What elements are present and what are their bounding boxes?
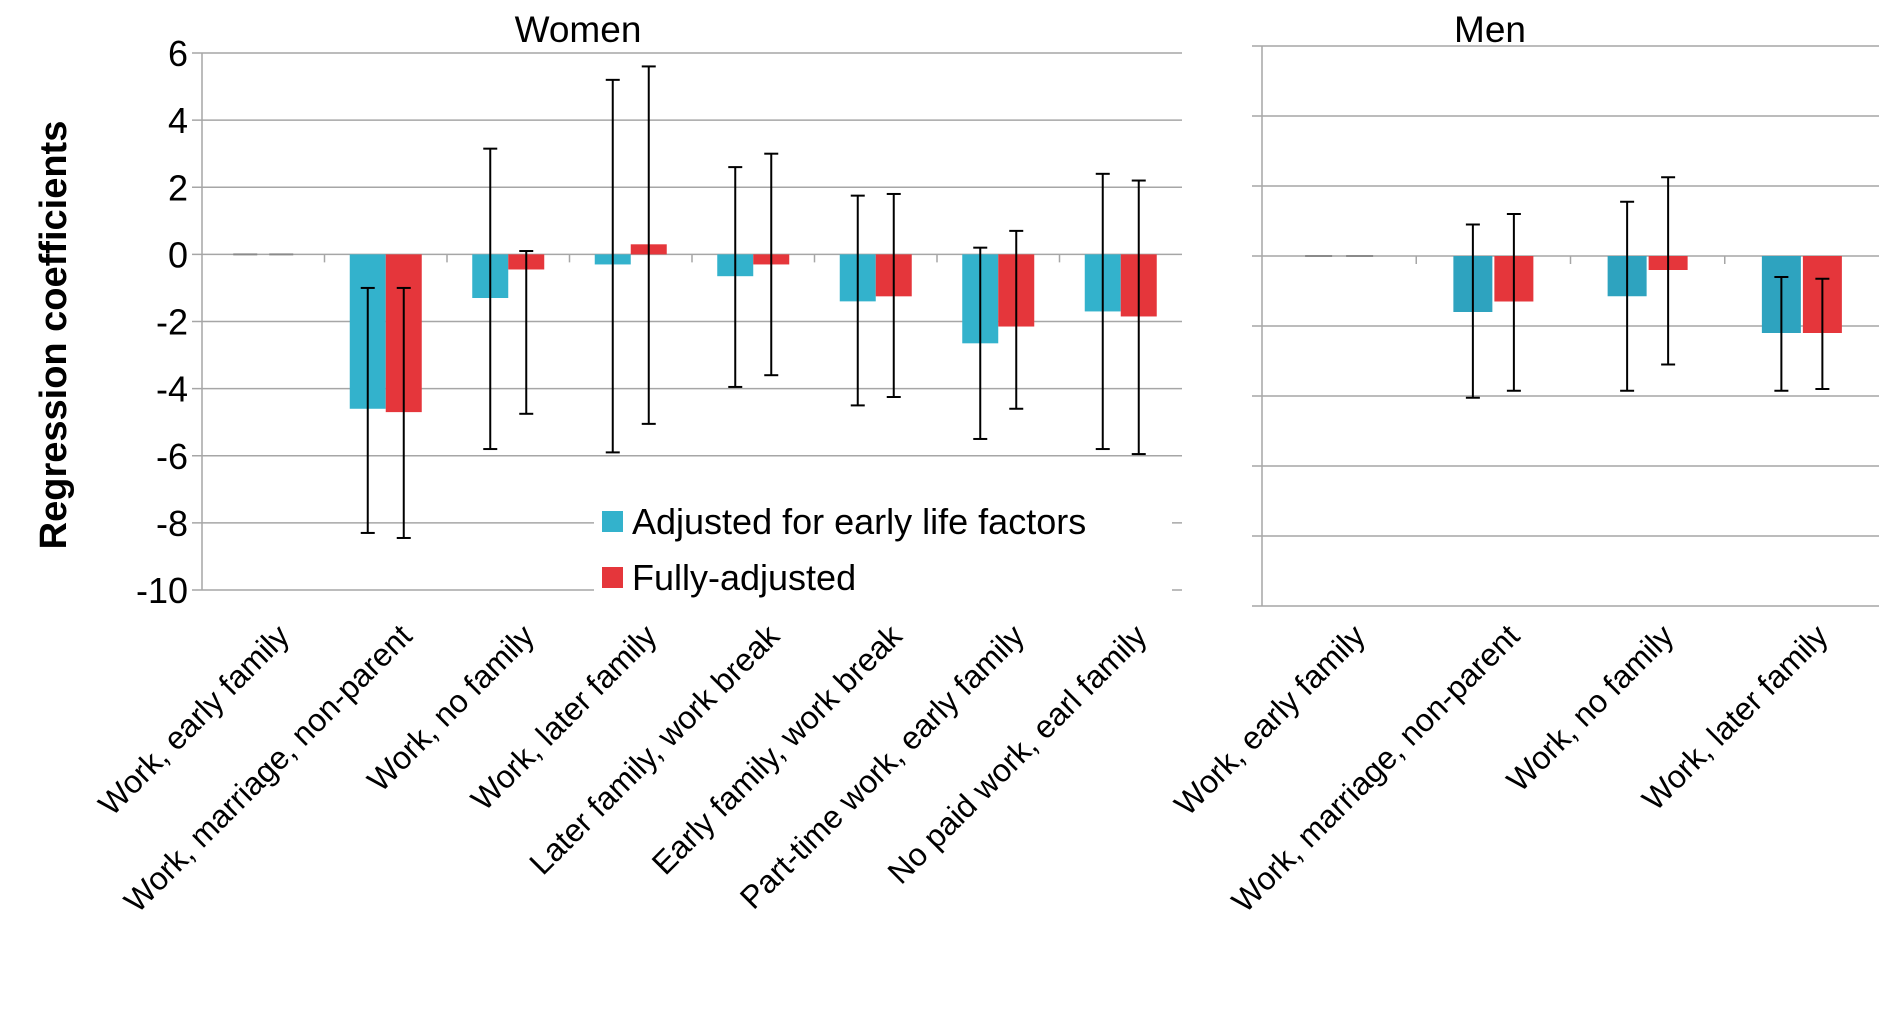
error-bar xyxy=(1661,176,1676,366)
y-tick-label: 4 xyxy=(168,100,188,141)
error-bar xyxy=(1774,276,1789,392)
error-bar xyxy=(973,246,988,440)
error-bar xyxy=(483,147,498,451)
y-tick-label: -6 xyxy=(156,436,188,477)
x-tick-label: Later family, work break xyxy=(522,617,787,882)
error-bar xyxy=(1620,200,1635,392)
legend-swatch xyxy=(602,567,623,588)
error-bar xyxy=(1131,179,1146,456)
x-tick-label: Work, no family xyxy=(1500,617,1681,798)
x-tick-label: Work, marriage, non-parent xyxy=(1225,617,1527,919)
error-bar xyxy=(886,192,901,399)
error-bar xyxy=(1506,213,1521,392)
y-tick-label: -10 xyxy=(136,570,188,611)
error-bar xyxy=(396,286,411,539)
error-bar xyxy=(1465,223,1480,399)
panel-title: Men xyxy=(1454,9,1526,50)
error-bar xyxy=(519,250,534,415)
panel-title: Women xyxy=(515,9,642,50)
y-tick-label: 2 xyxy=(168,167,188,208)
legend-label: Fully-adjusted xyxy=(632,557,856,598)
y-tick-label: -2 xyxy=(156,302,188,343)
bar-zero xyxy=(233,253,258,256)
error-bar xyxy=(605,78,620,454)
x-tick-label: No paid work, earl family xyxy=(881,617,1154,890)
error-bar xyxy=(850,194,865,407)
bar-zero xyxy=(1305,255,1333,257)
error-bar xyxy=(1095,172,1110,451)
x-tick-label: Early family, work break xyxy=(645,617,910,882)
legend-swatch xyxy=(602,511,623,532)
legend-label: Adjusted for early life factors xyxy=(632,501,1086,542)
y-tick-label: 0 xyxy=(168,234,188,275)
bar-zero xyxy=(1346,255,1374,257)
error-bar xyxy=(360,286,375,534)
legend-background xyxy=(594,500,1172,596)
error-bar xyxy=(1815,277,1830,390)
error-bar xyxy=(728,166,743,388)
error-bar xyxy=(764,152,779,377)
bar-zero xyxy=(269,253,294,256)
error-bar xyxy=(1009,229,1024,410)
legend: Adjusted for early life factors Fully-adj… xyxy=(594,500,1172,598)
y-tick-label: -8 xyxy=(156,503,188,544)
y-tick-label: -4 xyxy=(156,369,188,410)
error-bar xyxy=(641,65,656,425)
y-axis-label: Regression coefficients xyxy=(33,121,75,550)
y-tick-label: 6 xyxy=(168,33,188,74)
